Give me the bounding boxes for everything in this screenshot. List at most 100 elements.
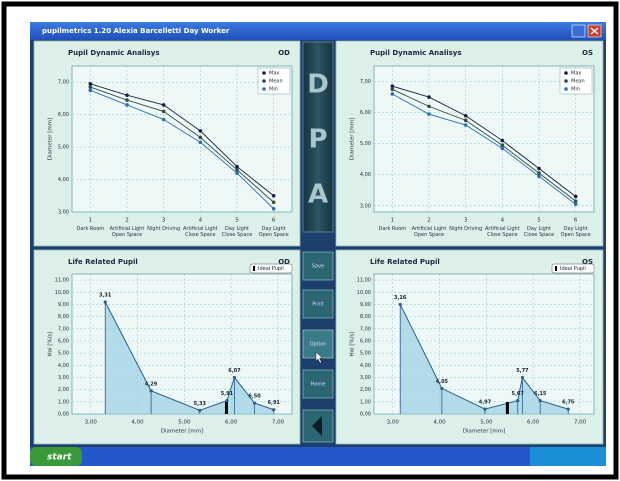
option-button[interactable] [302, 329, 334, 359]
category-label: Night Driving [147, 226, 181, 232]
area-fill [105, 302, 274, 414]
ideal-pupil-bar [505, 402, 509, 414]
data-point [149, 389, 153, 393]
data-point [516, 399, 520, 403]
data-point [427, 112, 431, 116]
y-tick-label: 4,00 [360, 363, 371, 369]
y-tick-label: 2,00 [360, 387, 371, 393]
minimize-button[interactable] [571, 24, 586, 38]
data-point [125, 98, 129, 102]
legend-box [249, 263, 293, 274]
x-tick-label: 5 [537, 218, 541, 224]
x-tick-label: 7,00 [574, 420, 587, 426]
data-label: 3,31 [99, 293, 112, 299]
taskbar [30, 447, 606, 466]
legend-label: Ideal Pupil [258, 266, 284, 272]
data-point [427, 95, 431, 99]
y-tick-label: 3,00 [58, 210, 69, 216]
x-tick-label: 1 [391, 218, 395, 224]
y-tick-label: 10,00 [357, 290, 371, 296]
window-title: pupilmetrics 1.20 Alexia Barcelletti Day… [42, 27, 230, 35]
data-point [538, 399, 542, 403]
y-axis-label: Hal [%/s] [350, 331, 356, 356]
dpa-letter: A [308, 180, 328, 210]
y-tick-label: 7,00 [360, 79, 371, 85]
legend-marker [564, 71, 568, 75]
category-label: Day Light Open Space [560, 226, 591, 238]
series-line [392, 88, 576, 202]
close-icon [590, 27, 599, 35]
legend-marker [253, 266, 255, 271]
start-button[interactable] [30, 447, 82, 466]
y-tick-label: 6,00 [360, 338, 371, 344]
button-label: Save [312, 264, 324, 270]
plot-area [71, 65, 293, 213]
x-tick-label: 7,00 [272, 420, 285, 426]
data-point [398, 302, 402, 307]
y-tick-label: 2,00 [58, 387, 69, 393]
data-point [573, 194, 578, 199]
category-label: Artificial Light Open Space [109, 226, 145, 238]
legend-marker [555, 266, 557, 271]
x-tick-label: 3 [162, 218, 166, 224]
y-tick-label: 6,00 [58, 338, 69, 344]
category-label: Day Light Close Space [523, 226, 555, 238]
category-label: Dark Room [76, 226, 105, 232]
data-point [390, 84, 395, 88]
data-point [271, 206, 276, 211]
data-point [427, 104, 431, 109]
data-point [252, 401, 257, 405]
legend-label: Ideal Pupil [560, 266, 586, 272]
dpa-letter: D [307, 70, 329, 100]
data-point [390, 87, 395, 92]
data-point [537, 174, 541, 179]
x-tick-label: 5 [235, 218, 239, 224]
data-label: 5,67 [512, 391, 525, 397]
data-label: 4,05 [436, 379, 449, 385]
data-label: 5,77 [516, 368, 529, 374]
data-point [103, 300, 107, 304]
x-tick-label: 3 [464, 218, 468, 224]
x-axis-label: Diameter [mm] [463, 429, 505, 435]
eye-label: OD [278, 49, 290, 57]
data-point [88, 88, 93, 93]
x-axis-label: Diameter [mm] [161, 429, 203, 435]
data-point [440, 386, 444, 391]
area-fill [400, 304, 569, 414]
x-tick-label: 2 [125, 218, 129, 224]
data-point [198, 129, 203, 133]
y-tick-label: 4,00 [360, 172, 371, 178]
y-tick-label: 4,00 [58, 363, 69, 369]
legend-marker [262, 87, 266, 91]
data-label: 6,07 [228, 368, 241, 374]
legend-marker [564, 79, 568, 83]
y-tick-label: 4,00 [58, 177, 69, 183]
y-axis-label: Hal [%/s] [48, 331, 54, 356]
data-label: 4,29 [145, 381, 158, 387]
eye-label: OD [278, 258, 290, 266]
data-point [235, 171, 239, 175]
mouse-cursor [315, 351, 323, 364]
print-button[interactable] [302, 289, 334, 319]
eye-label: OS [582, 258, 593, 266]
y-tick-label: 3,00 [58, 375, 69, 381]
data-label: 6,75 [562, 400, 575, 406]
data-point [520, 375, 524, 380]
y-tick-label: 10,00 [55, 290, 69, 296]
data-point [125, 103, 129, 107]
data-label: 6,15 [534, 391, 547, 397]
y-tick-label: 6,00 [58, 112, 69, 118]
legend-label: Max [269, 71, 279, 77]
category-label: Artificial Light Close Space [183, 226, 218, 238]
save-button[interactable] [302, 251, 334, 281]
x-tick-label: 6,00 [527, 420, 540, 426]
data-point [463, 123, 468, 127]
home-button[interactable] [302, 369, 334, 399]
data-point [198, 140, 203, 145]
x-tick-label: 4 [199, 218, 203, 224]
data-point [500, 138, 505, 143]
y-tick-label: 11,00 [55, 278, 69, 284]
data-point [232, 375, 237, 380]
x-tick-label: 1 [89, 218, 93, 224]
